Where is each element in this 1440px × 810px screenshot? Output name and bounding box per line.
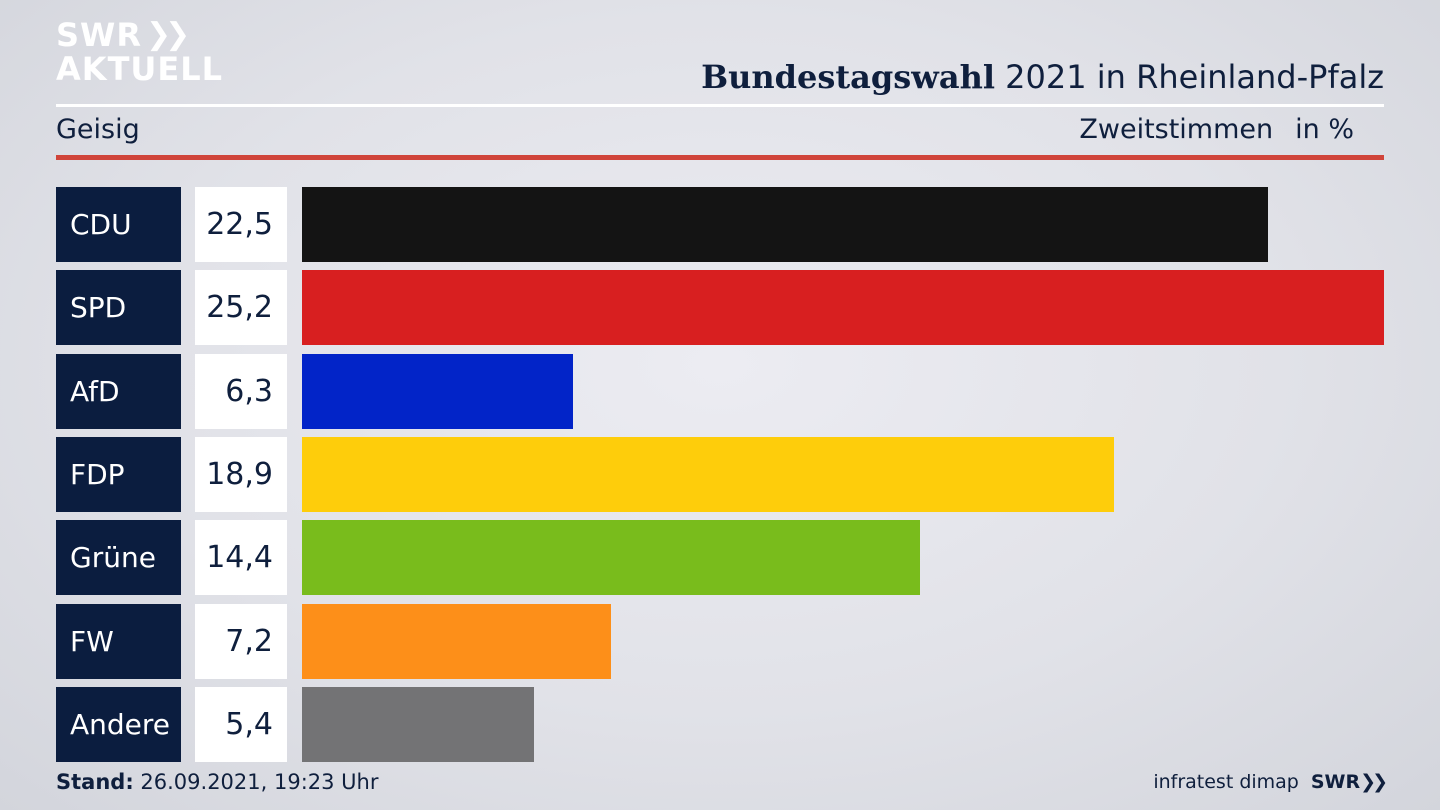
party-label: SPD — [56, 270, 181, 346]
value-label: 25,2 — [195, 270, 287, 346]
bar — [302, 353, 573, 429]
logo-line1: SWR — [56, 16, 142, 54]
bar-row: CDU 22,5 — [56, 187, 1384, 262]
bar — [302, 603, 611, 679]
bar-row: FW 7,2 — [56, 603, 1384, 679]
bar-row: FDP 18,9 — [56, 436, 1384, 512]
accent-divider — [56, 155, 1384, 160]
unit-label: in % — [1295, 114, 1354, 145]
value-label: 6,3 — [195, 353, 287, 429]
party-label: CDU — [56, 187, 181, 262]
bar — [302, 187, 1268, 262]
timestamp: Stand: 26.09.2021, 19:23 Uhr — [56, 770, 379, 794]
value-label: 18,9 — [195, 436, 287, 512]
logo-chevron-icon: ❯❯ — [145, 17, 190, 52]
swr-brand-text: SWR — [1310, 771, 1361, 793]
party-label: AfD — [56, 353, 181, 429]
header-divider — [56, 104, 1384, 107]
source-label: infratest dimap — [1153, 771, 1299, 793]
measure-name: Zweitstimmen — [1079, 114, 1274, 145]
bar — [302, 436, 1114, 512]
location-label: Geisig — [56, 114, 140, 145]
swr-chevron-icon: ❯❯ — [1360, 771, 1388, 793]
title-rest: 2021 in Rheinland-Pfalz — [995, 58, 1384, 96]
bar — [302, 520, 920, 596]
party-label: FW — [56, 603, 181, 679]
bar-row: Andere 5,4 — [56, 686, 1384, 762]
bar-row: SPD 25,2 — [56, 270, 1384, 346]
bar — [302, 686, 534, 762]
swr-brand: SWR❯❯ — [1310, 771, 1388, 793]
value-label: 7,2 — [195, 603, 287, 679]
stand-label: Stand: — [56, 770, 134, 794]
party-label: Andere — [56, 686, 181, 762]
title-bold: Bundestagswahl — [701, 58, 995, 96]
value-label: 14,4 — [195, 520, 287, 596]
party-label: Grüne — [56, 520, 181, 596]
bar-row: Grüne 14,4 — [56, 520, 1384, 596]
swr-aktuell-logo: SWR ❯❯ AKTUELL — [56, 16, 224, 88]
party-label: FDP — [56, 436, 181, 512]
logo-line2: AKTUELL — [56, 50, 224, 88]
value-label: 22,5 — [195, 187, 287, 262]
bar — [302, 270, 1384, 346]
stand-value: 26.09.2021, 19:23 Uhr — [133, 770, 379, 794]
value-label: 5,4 — [195, 686, 287, 762]
source-credit: infratest dimap SWR❯❯ — [1153, 771, 1388, 793]
measure-label: Zweitstimmen in % — [1079, 114, 1354, 145]
chart-title: Bundestagswahl 2021 in Rheinland-Pfalz — [701, 58, 1384, 96]
bar-row: AfD 6,3 — [56, 353, 1384, 429]
